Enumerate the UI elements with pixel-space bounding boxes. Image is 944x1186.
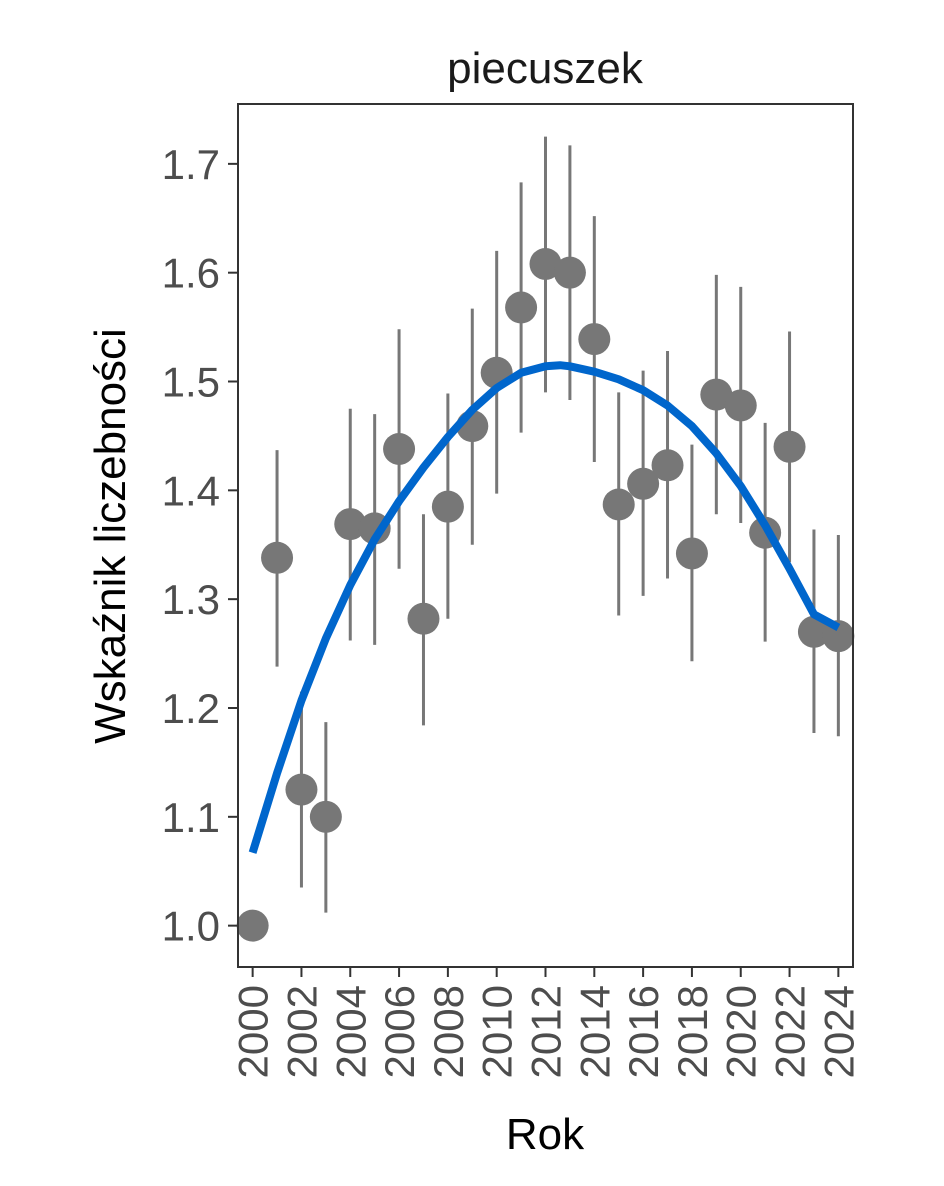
- y-tick-label-1.5: 1.5: [162, 359, 220, 406]
- data-point-2019: [700, 378, 733, 411]
- x-axis: 2000 2002 2004 2006 2008 2010 2012 2014 2016 2018…: [230, 967, 862, 1078]
- data-point-2002: [285, 773, 318, 806]
- data-point-2014: [578, 323, 611, 356]
- data-point-2003: [309, 800, 342, 833]
- data-point-2016: [627, 467, 660, 500]
- x-tick-label-2000: 2000: [230, 985, 277, 1078]
- plot-layer: [236, 136, 855, 942]
- y-tick-label-1.6: 1.6: [162, 250, 220, 297]
- data-point-2007: [407, 602, 440, 635]
- y-tick-label-1.3: 1.3: [162, 576, 220, 623]
- x-tick-label-2014: 2014: [571, 985, 618, 1078]
- x-tick-label-2022: 2022: [767, 985, 814, 1078]
- x-tick-label-2018: 2018: [669, 985, 716, 1078]
- x-tick-label-2020: 2020: [718, 985, 765, 1078]
- data-point-2012: [529, 247, 562, 280]
- data-point-2004: [334, 508, 367, 541]
- data-point-2011: [505, 291, 538, 324]
- x-tick-label-2012: 2012: [523, 985, 570, 1078]
- y-tick-label-1.2: 1.2: [162, 685, 220, 732]
- x-tick-label-2016: 2016: [620, 985, 667, 1078]
- data-point-2001: [261, 541, 294, 574]
- trend-line: [248, 361, 841, 854]
- x-tick-label-2010: 2010: [474, 985, 521, 1078]
- data-point-2023: [797, 615, 830, 648]
- y-axis: 1.0 1.1 1.2 1.3 1.4 1.5 1.6 1.7: [162, 141, 238, 950]
- x-tick-label-2002: 2002: [278, 985, 325, 1078]
- y-tick-label-1.4: 1.4: [162, 467, 220, 514]
- x-tick-label-2006: 2006: [376, 985, 423, 1078]
- data-point-2013: [553, 256, 586, 289]
- data-point-2000: [236, 909, 269, 942]
- x-tick-label-2004: 2004: [327, 985, 374, 1078]
- y-axis-title: Wskaźnik liczebności: [86, 328, 135, 744]
- data-point-2018: [675, 537, 708, 570]
- y-tick-label-1.1: 1.1: [162, 794, 220, 841]
- data-point-2020: [724, 389, 757, 422]
- y-tick-label-1.0: 1.0: [162, 903, 220, 950]
- data-point-2006: [383, 432, 416, 465]
- data-point-2017: [651, 449, 684, 482]
- data-point-2024: [822, 620, 855, 653]
- data-point-2008: [431, 490, 464, 523]
- chart-title: piecuszek: [447, 44, 644, 93]
- x-axis-title: Rok: [506, 1110, 585, 1159]
- x-tick-label-2008: 2008: [425, 985, 472, 1078]
- y-tick-label-1.7: 1.7: [162, 141, 220, 188]
- data-point-2015: [602, 488, 635, 521]
- x-tick-label-2024: 2024: [815, 985, 862, 1078]
- data-point-2022: [773, 430, 806, 463]
